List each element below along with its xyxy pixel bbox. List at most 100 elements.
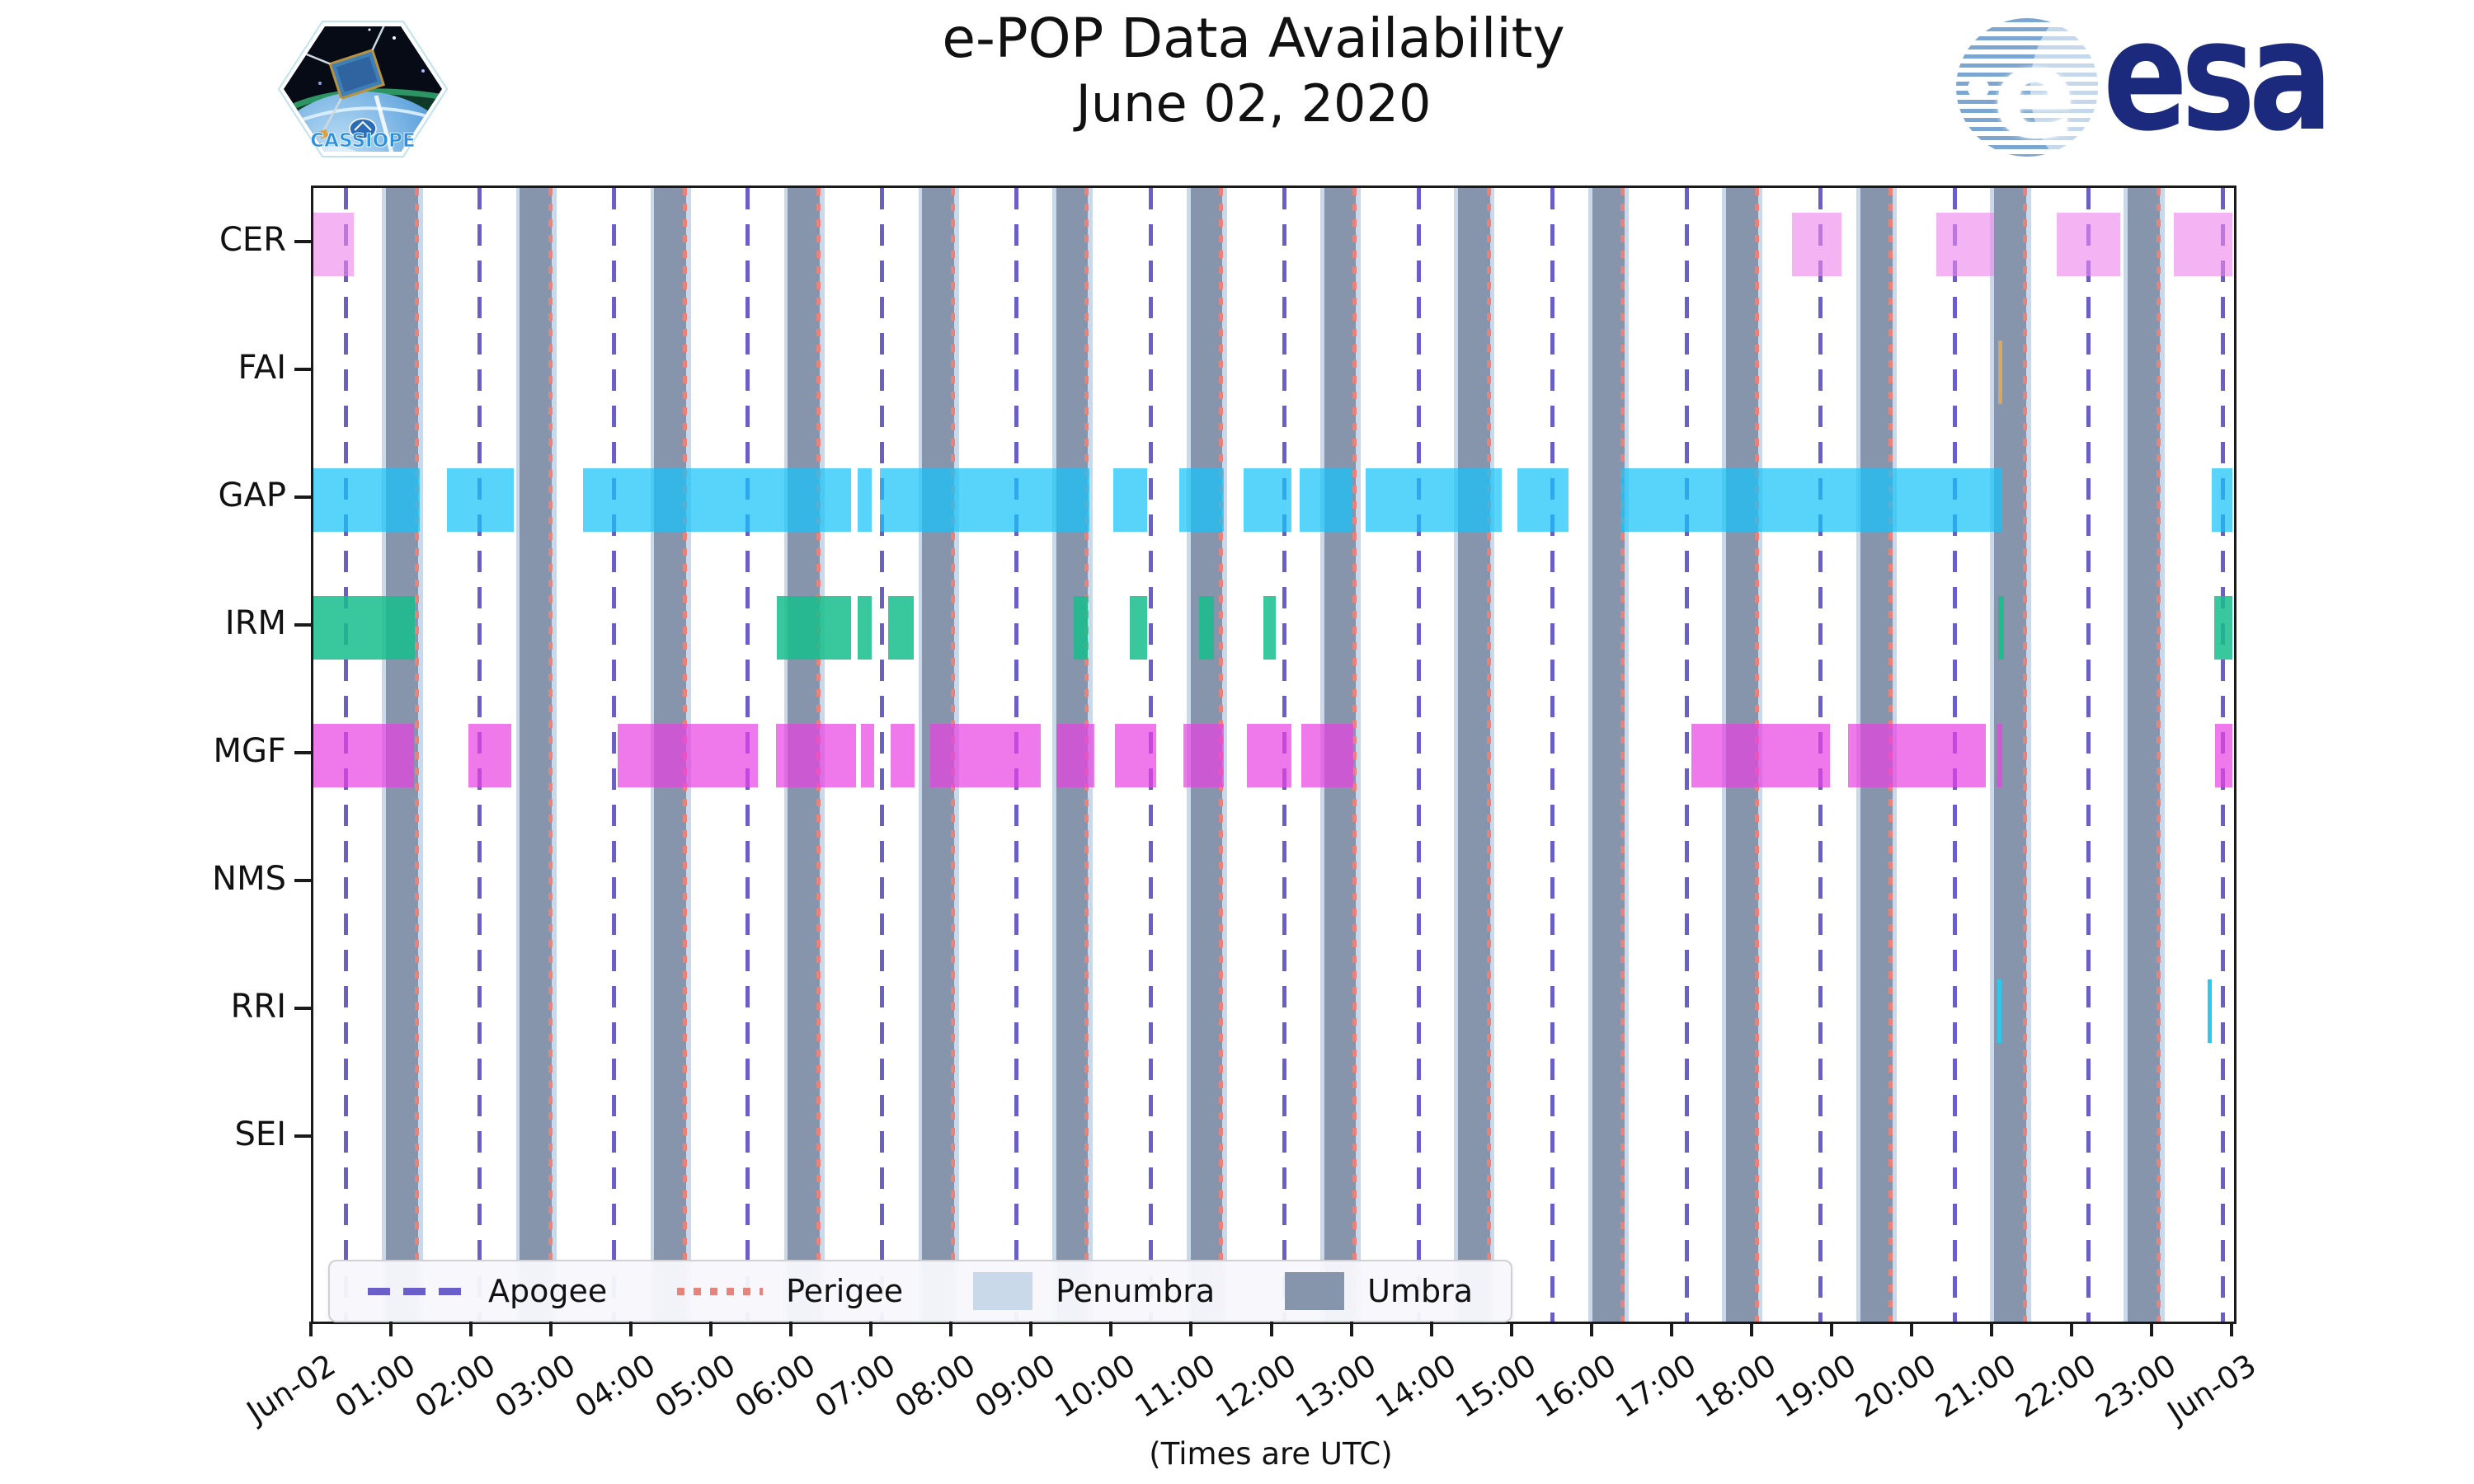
apogee-line — [2086, 188, 2091, 1322]
x-label: 21:00 — [1929, 1347, 2023, 1425]
patch-beam — [374, 95, 397, 152]
bar-MGF — [617, 723, 758, 787]
penumbra-band — [1624, 188, 1630, 1322]
bar-MGF — [1301, 723, 1353, 787]
y-label-GAP: GAP — [218, 477, 286, 514]
x-tick — [1909, 1322, 1913, 1336]
y-label-CER: CER — [219, 221, 286, 259]
bar-MGF — [313, 723, 415, 787]
bar-IRM — [887, 595, 914, 660]
y-label-NMS: NMS — [212, 860, 286, 898]
bar-IRM — [1263, 595, 1277, 660]
x-label: 05:00 — [648, 1347, 742, 1425]
x-tick — [2149, 1322, 2153, 1336]
x-tick — [1189, 1322, 1193, 1336]
y-tick — [294, 751, 311, 754]
x-label: 17:00 — [1609, 1347, 1703, 1425]
perigee-line — [1352, 188, 1357, 1322]
x-label: 18:00 — [1689, 1347, 1783, 1425]
bar-MGF — [2214, 723, 2233, 787]
x-label: Jun-02 — [240, 1347, 342, 1430]
penumbra-band — [1356, 188, 1362, 1322]
perigee-line — [1620, 188, 1625, 1322]
x-tick — [789, 1322, 793, 1336]
bar-GAP — [857, 467, 872, 532]
bar-GAP — [1366, 467, 1503, 532]
bar-MGF — [1691, 723, 1830, 787]
x-label: 03:00 — [488, 1347, 582, 1425]
perigee-line — [2157, 188, 2161, 1322]
x-label: 09:00 — [968, 1347, 1062, 1425]
apogee-line — [612, 188, 617, 1322]
plot-area — [311, 186, 2236, 1324]
y-tick — [294, 1007, 311, 1010]
bar-MGF — [930, 723, 1042, 787]
x-tick — [549, 1322, 553, 1336]
bar-MGF — [775, 723, 856, 787]
x-tick — [1029, 1322, 1033, 1336]
x-tick — [1349, 1322, 1353, 1336]
y-tick — [294, 879, 311, 882]
x-tick — [1989, 1322, 1993, 1336]
x-tick — [1269, 1322, 1273, 1336]
x-tick — [629, 1322, 633, 1336]
cassiope-patch-icon: CASSIOPE — [277, 21, 449, 157]
bar-GAP — [2211, 467, 2233, 532]
bar-IRM — [2213, 595, 2233, 660]
chart-title-line1: e-POP Data Availability — [942, 7, 1565, 70]
x-label: 12:00 — [1209, 1347, 1302, 1425]
bar-IRM — [1129, 595, 1148, 660]
penumbra-band — [918, 188, 924, 1322]
legend: Apogee Perigee Penumbra Umbra — [328, 1260, 1512, 1322]
legend-item-apogee: Apogee — [368, 1273, 607, 1309]
y-label-SEI: SEI — [234, 1115, 286, 1153]
esa-globe-icon: e — [1956, 18, 2098, 157]
umbra-band — [2127, 188, 2160, 1322]
penumbra-band — [418, 188, 423, 1322]
x-tick — [2069, 1322, 2073, 1336]
esa-globe-dot — [1968, 77, 1989, 99]
x-label: 19:00 — [1769, 1347, 1863, 1425]
bar-GAP — [1620, 467, 2002, 532]
bar-CER — [2174, 212, 2233, 276]
x-label: 07:00 — [808, 1347, 902, 1425]
penumbra-band — [1990, 188, 1995, 1322]
y-tick — [294, 1134, 311, 1138]
penumbra-band — [2124, 188, 2128, 1322]
apogee-line — [1550, 188, 1554, 1322]
bar-MGF — [1848, 723, 1987, 787]
bar-MGF — [890, 723, 915, 787]
cassiope-mission-patch: CASSIOPE — [270, 5, 455, 176]
apogee-line — [1684, 188, 1689, 1322]
penumbra-band — [1587, 188, 1593, 1322]
x-label: 01:00 — [328, 1347, 422, 1425]
penumbra-band — [1453, 188, 1459, 1322]
x-label: 23:00 — [2089, 1347, 2183, 1425]
bar-IRM — [1073, 595, 1089, 660]
bar-RRI — [2207, 979, 2212, 1043]
x-label: 11:00 — [1129, 1347, 1222, 1425]
cassiope-patch-label: CASSIOPE — [310, 130, 415, 152]
penumbra-band — [2025, 188, 2031, 1322]
y-tick — [294, 368, 311, 371]
bar-MGF — [1183, 723, 1225, 787]
perigee-line — [1487, 188, 1492, 1322]
x-tick — [709, 1322, 713, 1336]
patch-csa-logo — [349, 118, 377, 139]
bar-CER — [2056, 212, 2121, 276]
bar-GAP — [880, 467, 1090, 532]
x-tick — [389, 1322, 393, 1336]
bar-RRI — [1997, 979, 2001, 1043]
bar-GAP — [1113, 467, 1148, 532]
x-label: 13:00 — [1289, 1347, 1382, 1425]
perigee-line — [2023, 188, 2028, 1322]
bar-MGF — [1056, 723, 1095, 787]
bar-MGF — [468, 723, 511, 787]
y-label-RRI: RRI — [230, 988, 286, 1026]
bar-CER — [313, 212, 354, 276]
x-tick — [469, 1322, 473, 1336]
perigee-line — [414, 188, 419, 1322]
x-tick — [1829, 1322, 1833, 1336]
x-tick — [2230, 1322, 2233, 1336]
